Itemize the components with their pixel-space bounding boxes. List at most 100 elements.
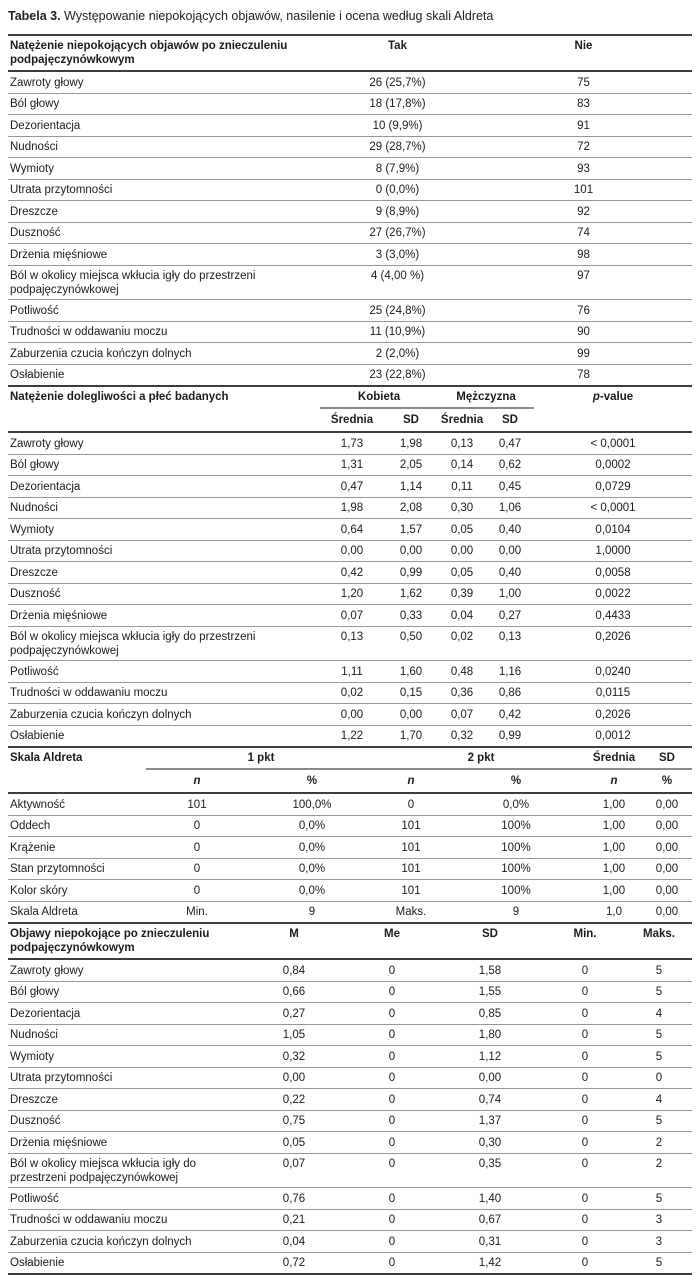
cell: 0,76 bbox=[282, 1192, 306, 1205]
table-row: Dreszcze 0,22 0 0,74 0 4 bbox=[8, 1089, 692, 1110]
cell: 0 bbox=[581, 1136, 589, 1149]
cell: 3 bbox=[655, 1235, 663, 1248]
cell: 0,35 bbox=[478, 1158, 502, 1170]
cell: 0,00 bbox=[340, 545, 364, 557]
column-group-sd: SD bbox=[642, 748, 692, 770]
cell: 100% bbox=[501, 863, 531, 875]
cell: 0 bbox=[388, 964, 396, 977]
table-body: Zawroty głowy 0,84 0 1,58 0 5 Ból głowy 0,66 0 1,… bbox=[8, 959, 692, 1274]
cell: 100,0% bbox=[292, 798, 332, 811]
column-header-min: Min. bbox=[573, 928, 597, 940]
cell: 0,13 bbox=[340, 631, 364, 643]
row-label: Trudności w oddawaniu moczu bbox=[10, 326, 168, 338]
cell: 0,30 bbox=[478, 1136, 502, 1149]
cell: 1,20 bbox=[340, 588, 364, 600]
cell: 1,55 bbox=[478, 986, 502, 998]
row-label: Utrata przytomności bbox=[10, 545, 113, 557]
row-label: Drżenia mięśniowe bbox=[10, 1136, 108, 1149]
cell: 101 bbox=[187, 798, 207, 811]
cell: 0,00 bbox=[340, 708, 364, 721]
cell: 1,12 bbox=[478, 1050, 502, 1063]
row-label: Trudności w oddawaniu moczu bbox=[10, 1214, 168, 1226]
column-group-1pkt: 1 pkt bbox=[146, 748, 376, 770]
cell: 1,42 bbox=[478, 1257, 502, 1269]
cell: 1,70 bbox=[399, 730, 423, 742]
cell: 2 bbox=[655, 1136, 663, 1149]
cell: 0,0240 bbox=[595, 665, 631, 678]
cell: 1,16 bbox=[498, 665, 522, 678]
cell: 0,85 bbox=[478, 1007, 502, 1020]
cell: 1,11 bbox=[341, 665, 363, 678]
cell: 92 bbox=[577, 205, 590, 218]
column-header-nie: Nie bbox=[574, 40, 593, 52]
row-label: Ból głowy bbox=[10, 986, 60, 998]
cell: 0,00 bbox=[655, 884, 679, 897]
cell: 0 bbox=[581, 1050, 589, 1063]
column-header-pct3: % bbox=[661, 775, 673, 787]
row-label: Aktywność bbox=[10, 798, 65, 811]
cell: 0,62 bbox=[498, 459, 522, 471]
row-label: Dreszcze bbox=[10, 205, 58, 218]
cell: 0,0022 bbox=[595, 588, 631, 600]
p-value-symbol: p bbox=[592, 391, 600, 403]
cell: 0 bbox=[388, 986, 396, 998]
cell: 0 bbox=[388, 1029, 396, 1041]
row-label: Krążenie bbox=[10, 841, 56, 854]
cell: 0,0729 bbox=[595, 480, 631, 493]
row-label: Dreszcze bbox=[10, 1093, 58, 1106]
row-label: Potliwość bbox=[10, 304, 59, 317]
cell: 8 (7,9%) bbox=[375, 162, 420, 175]
cell: 0,31 bbox=[478, 1235, 502, 1248]
table-row: Nudności 1,98 2,08 0,30 1,06 < 0,0001 bbox=[8, 497, 693, 519]
cell: 1,0 bbox=[606, 906, 622, 918]
cell: 93 bbox=[577, 162, 590, 175]
table-row: Ból głowy 0,66 0 1,55 0 5 bbox=[8, 981, 692, 1003]
row-label: Drżenia mięśniowe bbox=[10, 248, 108, 261]
table-row: Aktywność 101 100,0% 0 0,0% 1,00 0,00 bbox=[8, 793, 692, 815]
cell: 0,33 bbox=[399, 609, 423, 622]
table-caption-text: Występowanie niepokojących objawów, nasi… bbox=[60, 9, 494, 23]
column-group-2pkt: 2 pkt bbox=[376, 748, 586, 770]
table-row: Ból w okolicy miejsca wkłucia igły do pr… bbox=[8, 265, 692, 300]
cell: 1,00 bbox=[602, 884, 626, 897]
cell: 0,99 bbox=[399, 566, 423, 579]
cell: Maks. bbox=[395, 906, 427, 918]
cell: 0,00 bbox=[655, 841, 679, 854]
cell: 3 (3,0%) bbox=[375, 248, 420, 261]
cell: 0,27 bbox=[498, 609, 522, 622]
cell: 2,08 bbox=[399, 502, 423, 514]
cell: 0 bbox=[388, 1136, 396, 1149]
row-label: Dezorientacja bbox=[10, 480, 81, 493]
table-row: Dreszcze 0,42 0,99 0,05 0,40 0,0058 bbox=[8, 562, 693, 583]
cell: 0,00 bbox=[282, 1072, 306, 1084]
cell: 0 bbox=[388, 1235, 396, 1248]
cell: 100% bbox=[501, 820, 531, 832]
cell: 0,42 bbox=[498, 708, 522, 721]
cell: 0,47 bbox=[498, 437, 522, 450]
cell: 0,22 bbox=[282, 1093, 306, 1106]
cell: 0 bbox=[581, 1072, 589, 1084]
cell: 1,58 bbox=[478, 964, 502, 977]
cell: 26 (25,7%) bbox=[369, 76, 426, 89]
cell: 0 bbox=[581, 1115, 589, 1127]
cell: 9 bbox=[308, 906, 316, 918]
cell: 0,50 bbox=[399, 631, 423, 643]
cell: 1,00 bbox=[602, 820, 626, 832]
cell: 100% bbox=[501, 884, 531, 897]
cell: 9 bbox=[512, 906, 520, 918]
cell: 4 bbox=[655, 1093, 663, 1106]
cell: 5 bbox=[655, 986, 663, 998]
table-body: Aktywność 101 100,0% 0 0,0% 1,00 0,00 Oddech 0 0,… bbox=[8, 793, 692, 923]
table-row: Zawroty głowy 26 (25,7%) 75 bbox=[8, 71, 692, 93]
cell: 101 bbox=[401, 863, 421, 875]
column-group-mezczyzna: Mężczyzna bbox=[438, 387, 535, 409]
row-label: Oddech bbox=[10, 820, 51, 832]
table-row: Utrata przytomności 0,00 0 0,00 0 0 bbox=[8, 1067, 692, 1089]
table-row: Osłabienie 1,22 1,70 0,32 0,99 0,0012 bbox=[8, 725, 693, 747]
cell: 0,72 bbox=[282, 1257, 306, 1269]
table-row: Trudności w oddawaniu moczu 0,02 0,15 0,36 0… bbox=[8, 682, 693, 704]
column-header-pct2: % bbox=[510, 775, 522, 787]
cell: 91 bbox=[577, 119, 590, 132]
cell: 0,0002 bbox=[595, 459, 631, 471]
column-header-n1: n bbox=[193, 775, 201, 787]
